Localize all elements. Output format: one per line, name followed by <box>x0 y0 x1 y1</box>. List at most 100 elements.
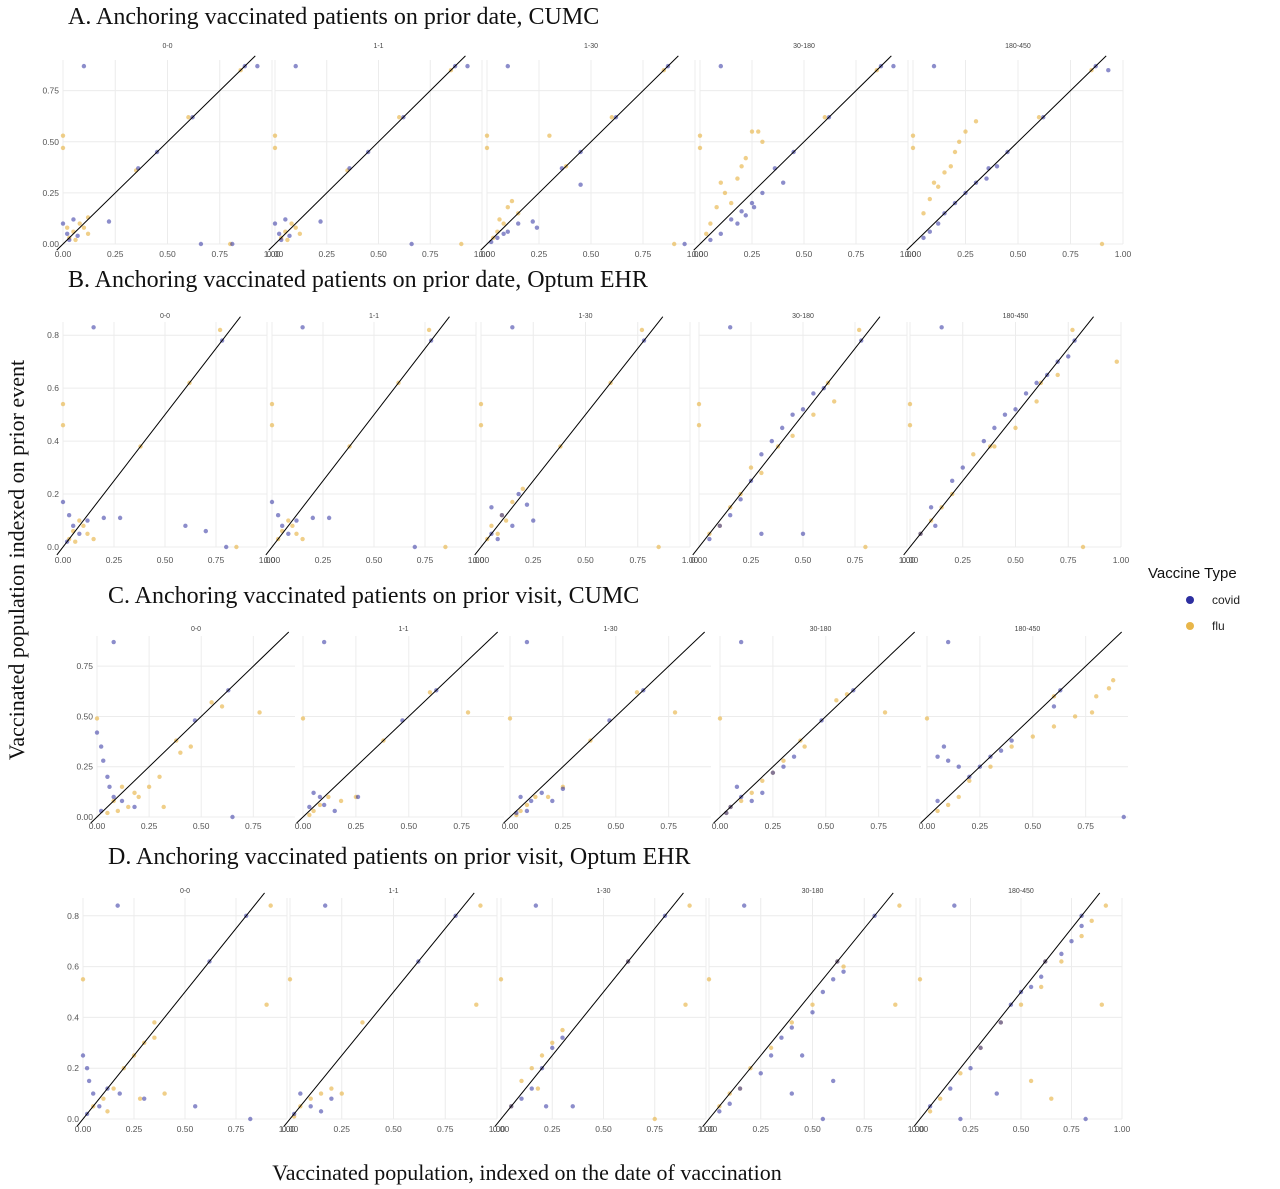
legend: Vaccine Type covid flu <box>1148 565 1240 633</box>
y-tick-label: 0.2 <box>47 489 59 499</box>
chart-section-d: D. Anchoring vaccinated patients on prio… <box>67 844 1130 1134</box>
flu-point <box>1009 744 1014 749</box>
y-tick-label: 0.6 <box>67 962 79 972</box>
covid-point <box>516 491 521 497</box>
x-tick-label: 0.75 <box>208 555 225 565</box>
x-tick-label: 0.50 <box>795 555 812 565</box>
flu-point <box>308 1096 313 1101</box>
x-tick-label: 1.00 <box>1114 1124 1131 1134</box>
flu-point <box>822 115 827 120</box>
identity-line <box>296 631 498 824</box>
flu-point <box>503 518 509 523</box>
covid-point <box>543 1104 549 1109</box>
flu-point <box>105 1109 110 1114</box>
y-tick-label: 0.8 <box>67 911 79 921</box>
x-tick-label: 1.00 <box>264 249 281 259</box>
covid-point <box>992 425 997 431</box>
x-tick-label: 0.00 <box>919 821 936 831</box>
covid-point <box>960 465 965 470</box>
x-tick-label: 0.50 <box>583 249 600 259</box>
flu-point <box>81 225 87 230</box>
covid-point <box>329 1096 334 1101</box>
facet-panel-1-1: 1-1 0.00 0.25 0.50 0.75 1.00 <box>282 888 506 1134</box>
x-tick-label: 0.75 <box>847 555 864 565</box>
x-tick-label: 0.75 <box>629 555 646 565</box>
covid-point <box>283 217 288 222</box>
y-axis-title: Vaccinated population indexed on prior e… <box>4 360 29 760</box>
covid-point <box>928 505 934 510</box>
x-tick-label: 0.00 <box>282 1124 299 1134</box>
covid-point <box>734 784 740 790</box>
flu-point <box>188 744 193 749</box>
covid-point <box>322 903 328 908</box>
flu-point <box>1030 734 1035 739</box>
x-tick-label: 0.25 <box>544 1124 561 1134</box>
covid-point <box>519 1096 524 1101</box>
flu-point <box>105 810 110 816</box>
flu-point <box>178 750 183 755</box>
covid-point <box>682 241 687 247</box>
identity-line <box>474 316 664 556</box>
covid-point <box>981 438 987 444</box>
facet-strip-label: 30-180 <box>802 888 824 895</box>
flu-point <box>287 977 293 982</box>
facet-panel-1-1: 1-1 0.00 0.25 0.50 0.75 1.00 <box>264 313 485 565</box>
x-tick-label: 0.50 <box>366 555 383 565</box>
x-tick-label: 0.50 <box>157 555 174 565</box>
x-tick-label: 0.25 <box>957 249 974 259</box>
identity-line <box>906 55 1107 251</box>
flu-point <box>738 798 744 804</box>
identity-line <box>913 892 1101 1127</box>
flu-point <box>272 145 278 151</box>
flu-point <box>509 198 515 204</box>
covid-point <box>811 391 816 396</box>
y-tick-label: 0.75 <box>42 86 59 96</box>
x-axis-title: Vaccinated population, indexed on the da… <box>272 1160 781 1185</box>
covid-point <box>1069 938 1074 944</box>
covid-point <box>269 499 275 505</box>
flu-point <box>186 115 191 120</box>
flu-point <box>1072 714 1078 719</box>
x-tick-label: 0.75 <box>848 249 865 259</box>
facet-strip-label: 1-1 <box>398 626 408 633</box>
covid-point <box>119 798 125 804</box>
x-tick-label: 0.00 <box>905 249 922 259</box>
x-tick-label: 0.00 <box>912 1124 929 1134</box>
flu-point <box>272 133 278 138</box>
covid-point <box>142 1096 147 1101</box>
y-tick-label: 0.75 <box>76 661 93 671</box>
flu-point <box>882 710 888 715</box>
covid-point <box>958 1116 963 1122</box>
covid-point <box>117 515 123 521</box>
x-tick-label: 0.25 <box>743 555 760 565</box>
y-tick-label: 0.4 <box>47 436 59 446</box>
x-tick-label: 0.50 <box>796 249 813 259</box>
flu-point <box>739 164 744 169</box>
flu-point <box>152 1035 157 1040</box>
flu-point <box>759 470 764 476</box>
covid-point <box>770 770 776 775</box>
covid-point <box>248 1116 253 1122</box>
covid-point <box>230 241 235 247</box>
flu-point <box>718 180 723 185</box>
x-tick-label: 0.75 <box>228 1124 245 1134</box>
chart-section-a: A. Anchoring vaccinated patients on prio… <box>42 4 1131 259</box>
y-tick-label: 0.6 <box>47 383 59 393</box>
flu-point <box>907 423 913 428</box>
identity-line <box>494 892 684 1127</box>
x-tick-label: 0.25 <box>555 821 572 831</box>
x-tick-label: 1.00 <box>908 1124 925 1134</box>
y-tick-label: 0.25 <box>42 188 59 198</box>
covid-point <box>91 1091 96 1096</box>
identity-line <box>702 892 894 1127</box>
x-tick-label: 0.25 <box>141 821 158 831</box>
covid-point <box>779 1035 784 1040</box>
covid-point <box>81 63 87 69</box>
flu-point <box>938 1096 943 1101</box>
flu-point <box>60 133 66 138</box>
covid-point <box>495 536 500 542</box>
covid-point <box>939 325 944 330</box>
flu-point <box>963 129 968 134</box>
facet-strip-label: 1-1 <box>388 888 398 895</box>
legend-key-flu <box>1186 622 1194 630</box>
